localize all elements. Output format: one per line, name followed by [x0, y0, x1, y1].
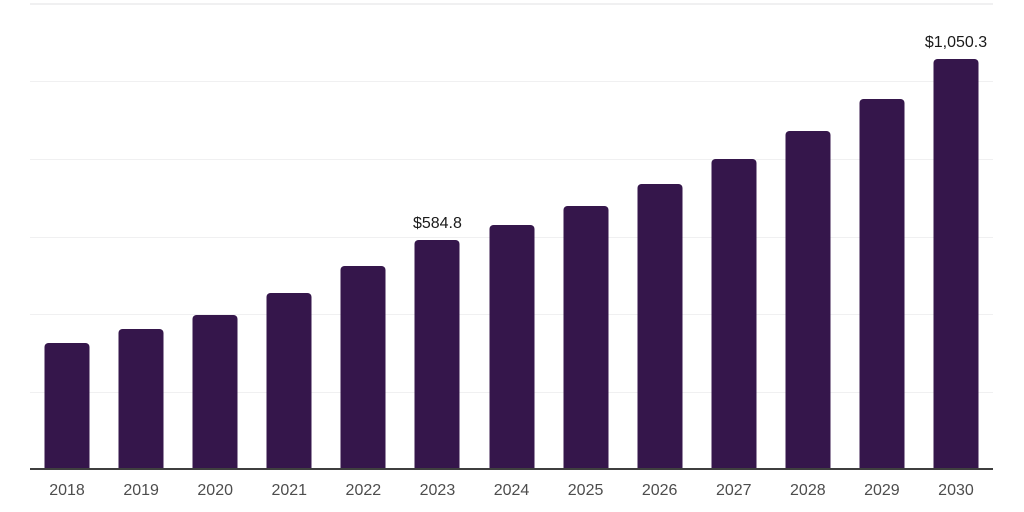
bar-2018 [44, 343, 90, 468]
plot-area: $584.8 $1,050.3 [30, 3, 993, 470]
bar-value-label-2030: $1,050.3 [924, 33, 988, 51]
bar-column-2020 [178, 3, 252, 468]
bar-column-2025 [549, 3, 623, 468]
x-tick-label-2029: 2029 [864, 482, 900, 499]
bar-2028 [785, 130, 831, 468]
gridline-800 [30, 158, 993, 160]
bar-2025 [563, 206, 609, 468]
x-tick-label-2022: 2022 [345, 482, 382, 499]
bar-column-2030: $1,050.3 [919, 3, 993, 468]
bar-2029 [859, 99, 905, 468]
bar-column-2029 [845, 3, 919, 468]
x-tick-label-2025: 2025 [567, 482, 604, 499]
bar-2019 [118, 329, 164, 468]
x-tick-label-2028: 2028 [790, 482, 826, 499]
bar-column-2028 [771, 3, 845, 468]
x-tick-label-2019: 2019 [123, 482, 159, 499]
bar-column-2024 [474, 3, 548, 468]
bar-column-2026 [623, 3, 697, 468]
bars: $584.8 $1,050.3 [30, 3, 993, 468]
x-tick-label-2020: 2020 [197, 482, 233, 499]
bar-column-2019 [104, 3, 178, 468]
bar-column-2021 [252, 3, 326, 468]
gridline-1200 [30, 3, 993, 5]
x-tick-label-2024: 2024 [493, 482, 530, 499]
x-tick-label-2018: 2018 [49, 482, 85, 499]
bar-column-2018 [30, 3, 104, 468]
bar-2021 [266, 292, 312, 468]
bar-value-label-2023: $584.8 [412, 214, 462, 232]
bar-column-2022 [326, 3, 400, 468]
x-tick-label-2023: 2023 [419, 482, 456, 499]
bar-2023 [414, 240, 460, 468]
x-tick-label-2030: 2030 [938, 482, 974, 499]
bar-2024 [489, 224, 534, 468]
bar-column-2027 [697, 3, 771, 468]
bar-2027 [711, 158, 757, 468]
gridline-1000 [30, 80, 993, 82]
bar-2030 [933, 59, 979, 468]
bar-chart: $584.8 $1,050.3 2018 2019 2020 2021 2022 2023 2… [30, 3, 993, 500]
bar-2022 [340, 266, 386, 468]
x-axis-labels: 2018 2019 2020 2021 2022 2023 2024 2025 2026 2027… [30, 482, 993, 500]
bar-2020 [192, 315, 238, 468]
x-tick-label-2021: 2021 [271, 482, 308, 499]
bar-2026 [637, 183, 683, 468]
x-tick-label-2026: 2026 [641, 482, 678, 499]
x-tick-label-2027: 2027 [715, 482, 752, 499]
bar-column-2023: $584.8 [400, 3, 474, 468]
